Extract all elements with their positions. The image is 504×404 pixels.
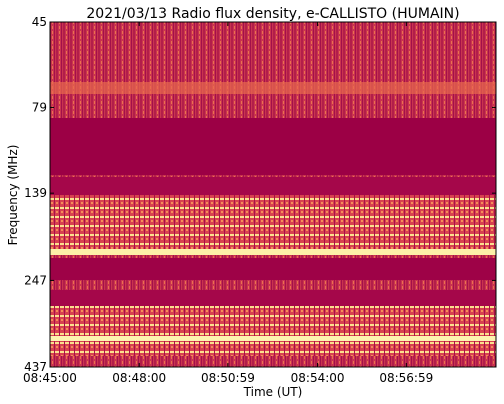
x-tick-label: 08:48:00 xyxy=(112,371,166,385)
x-axis-label: Time (UT) xyxy=(243,385,303,399)
x-tick-label: 08:56:59 xyxy=(379,371,433,385)
y-tick-label: 437 xyxy=(24,360,47,374)
y-tick-label: 247 xyxy=(24,273,47,287)
chart-title: 2021/03/13 Radio flux density, e-CALLIST… xyxy=(86,6,459,22)
spectrogram-image xyxy=(50,22,496,367)
y-tick-label: 79 xyxy=(32,100,47,114)
y-tick-label: 139 xyxy=(24,186,47,200)
y-axis-label: Frequency (MHz) xyxy=(6,145,20,246)
x-tick-label: 08:50:59 xyxy=(201,371,255,385)
x-tick-label: 08:54:00 xyxy=(291,371,345,385)
x-tick-label: 08:45:00 xyxy=(23,371,77,385)
y-tick-label: 45 xyxy=(32,15,47,29)
plot-frame xyxy=(49,21,497,368)
